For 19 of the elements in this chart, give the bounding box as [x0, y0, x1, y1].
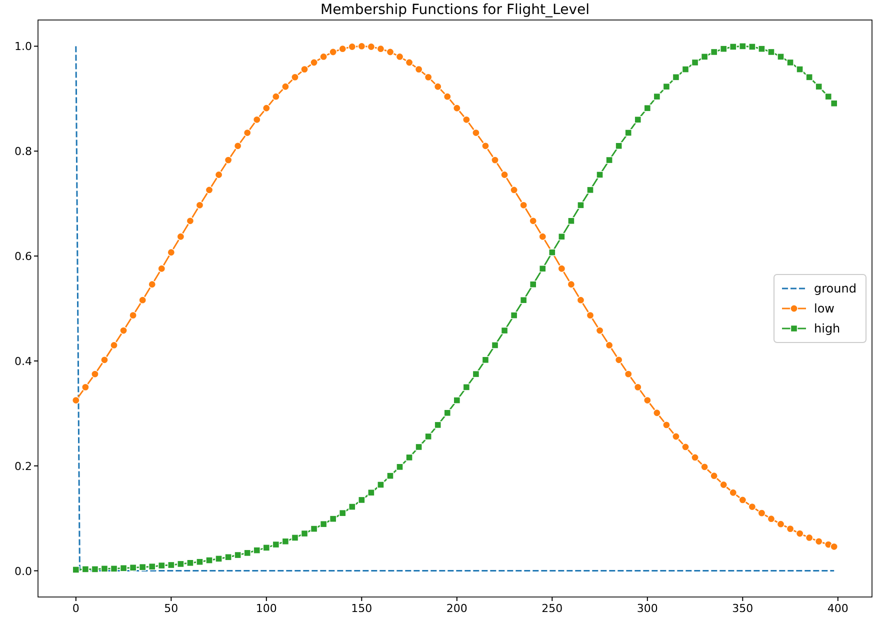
x-tick-label: 100	[256, 602, 277, 615]
x-tick-label: 250	[542, 602, 563, 615]
x-tick-label: 300	[636, 602, 658, 615]
legend-label: high	[814, 322, 840, 336]
y-tick-label: 0.6	[14, 250, 32, 264]
y-tick-label: 0.2	[14, 460, 32, 473]
legend-label: ground	[814, 282, 856, 296]
legend-label: low	[814, 302, 835, 316]
y-tick-label: 0.0	[14, 564, 32, 578]
x-tick-label: 350	[732, 602, 754, 615]
y-tick-label: 1.0	[14, 40, 32, 54]
x-tick-label: 200	[446, 602, 468, 615]
x-tick-label: 50	[164, 602, 178, 615]
x-tick-label: 150	[351, 602, 372, 615]
y-tick-label: 0.8	[14, 145, 32, 158]
x-tick-label: 400	[827, 602, 848, 615]
y-tick-label: 0.4	[14, 354, 32, 368]
chart-title: Membership Functions for Flight_Level	[320, 2, 590, 18]
x-tick-label: 0	[72, 602, 80, 615]
